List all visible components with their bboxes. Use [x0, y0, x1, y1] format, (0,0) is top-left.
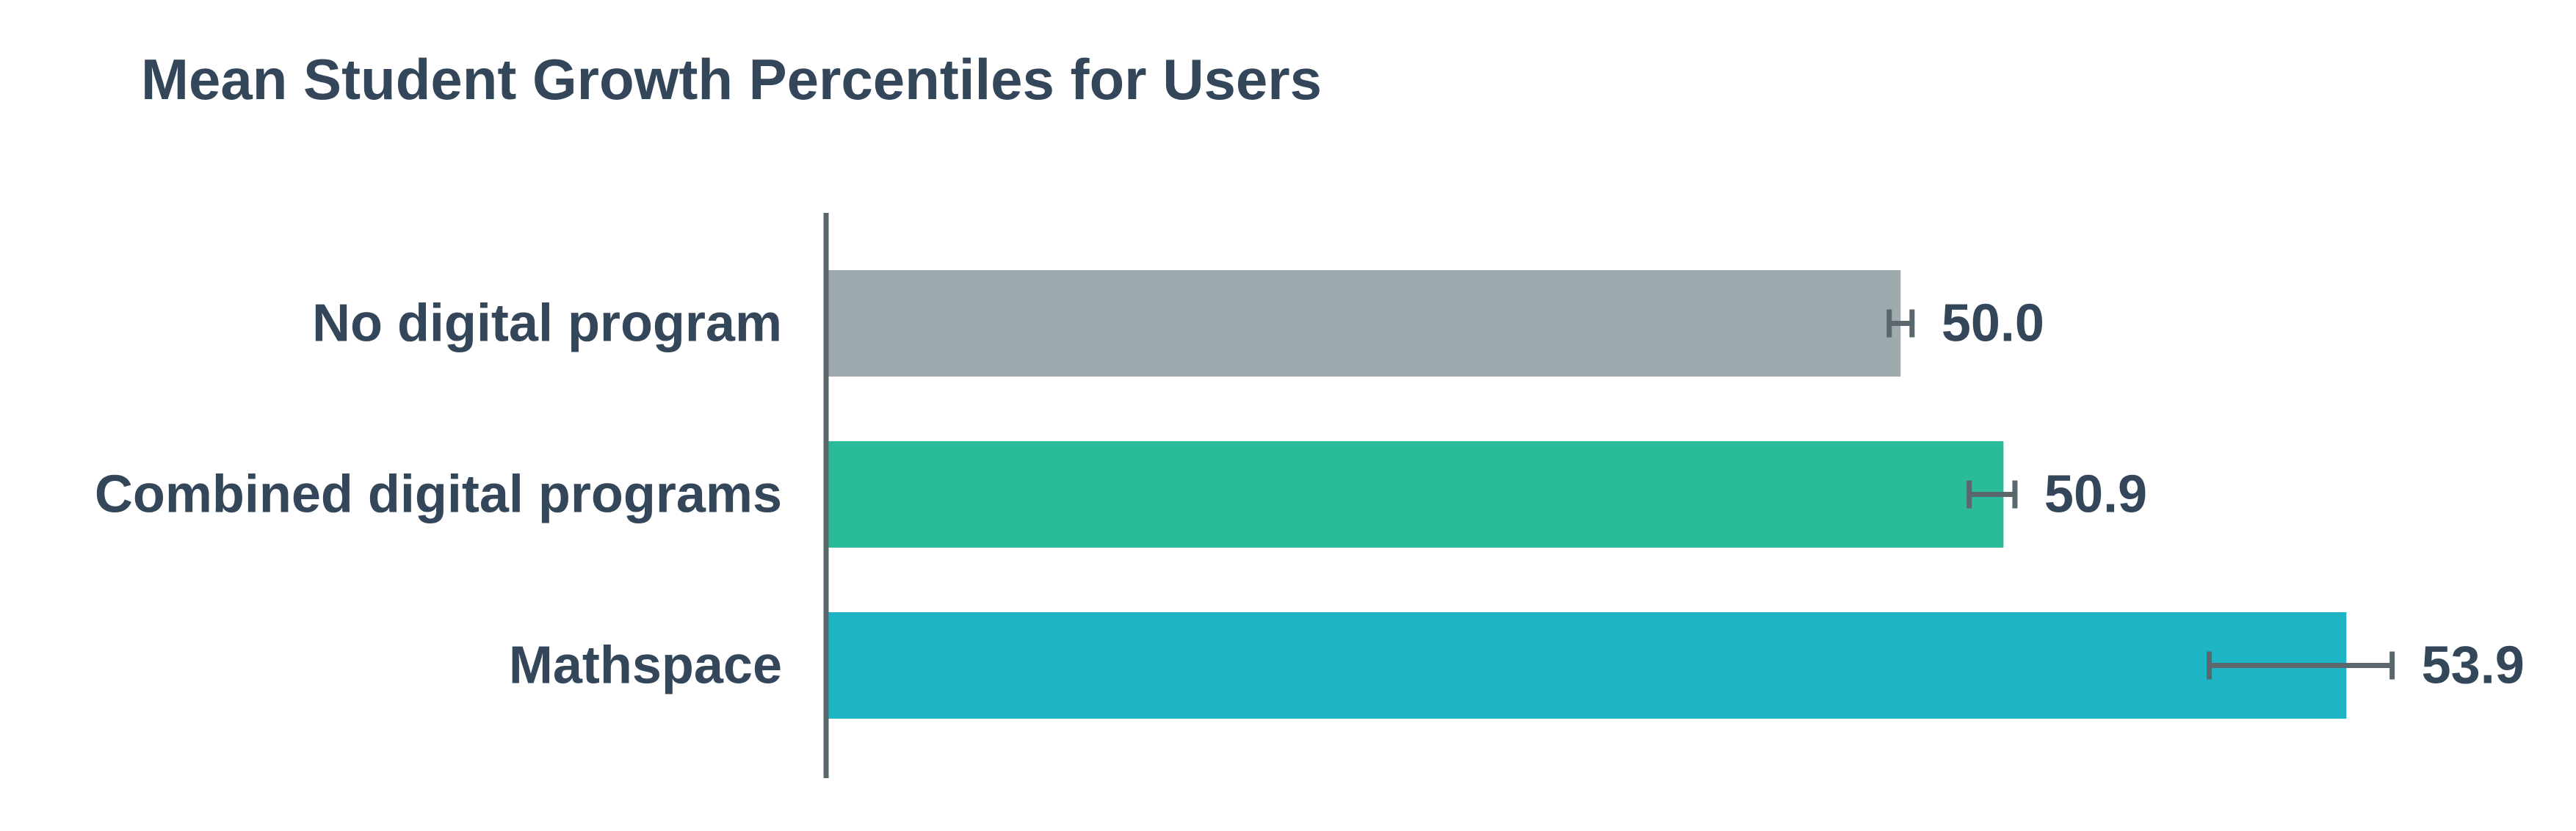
chart-title: Mean Student Growth Percentiles for User…: [141, 47, 1322, 112]
error-bar-no-digital-program: [1886, 309, 1915, 338]
error-bar-mathspace: [2207, 651, 2395, 680]
category-label-combined-digital-programs: Combined digital programs: [95, 465, 782, 524]
value-label-no-digital-program: 50.0: [1942, 294, 2044, 353]
category-label-mathspace: Mathspace: [509, 636, 782, 695]
bar-no-digital-program: [826, 270, 1901, 377]
bars-group: No digital program 50.0 Combined digital p…: [95, 270, 2525, 719]
category-label-no-digital-program: No digital program: [312, 294, 782, 353]
value-label-combined-digital-programs: 50.9: [2044, 465, 2147, 524]
value-label-mathspace: 53.9: [2422, 636, 2525, 695]
error-bar-combined-digital-programs: [1967, 480, 2018, 509]
bar-mathspace: [826, 612, 2347, 719]
bar-combined-digital-programs: [826, 441, 2004, 548]
